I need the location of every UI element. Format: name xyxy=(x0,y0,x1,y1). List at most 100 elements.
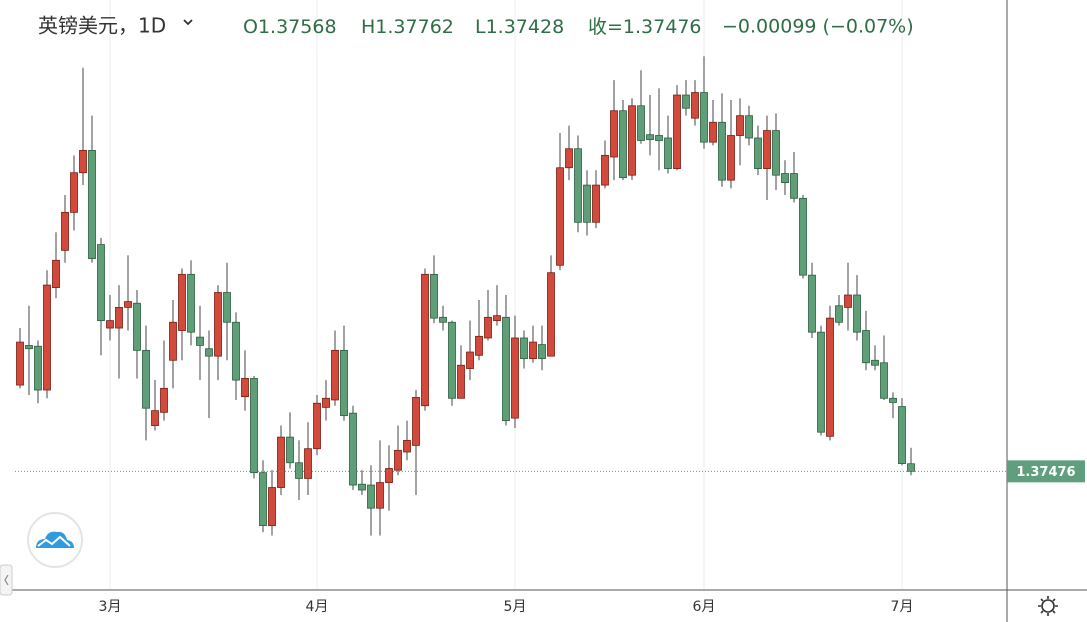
candle-body xyxy=(304,448,312,479)
candle-body xyxy=(277,436,285,488)
candle-body xyxy=(160,387,168,413)
candle-body xyxy=(763,130,771,169)
candle-body xyxy=(376,482,384,509)
header-open: O1.37568 xyxy=(243,16,337,38)
candle-body xyxy=(331,349,339,401)
settings-gear[interactable] xyxy=(1038,596,1058,616)
header-label: H xyxy=(361,16,375,38)
candle-body xyxy=(565,148,573,169)
candle-body xyxy=(718,121,726,181)
header-close: 收=1.37476 xyxy=(588,16,702,38)
candle-body xyxy=(16,341,24,386)
candle-body xyxy=(655,135,663,141)
last-price-label-bg xyxy=(1007,460,1085,483)
candle-body xyxy=(835,305,843,323)
candle-body xyxy=(727,135,735,181)
header-change: −0.00099 (−0.07%) xyxy=(722,16,914,38)
candle-body xyxy=(736,115,744,136)
gear-ring[interactable] xyxy=(1041,599,1055,613)
candle-body xyxy=(781,173,789,184)
candle-body xyxy=(538,344,546,360)
x-tick-label: 3月 xyxy=(99,599,122,615)
interval-dropdown[interactable] xyxy=(183,19,193,26)
candle-body xyxy=(484,316,492,339)
x-tick-label: 5月 xyxy=(504,599,527,615)
candle-body xyxy=(808,274,816,333)
candle-body xyxy=(700,92,708,143)
candle-body xyxy=(826,317,834,437)
candle-body xyxy=(43,284,51,391)
candle-body xyxy=(673,94,681,169)
candle-body xyxy=(556,167,564,266)
candle-body xyxy=(97,244,105,322)
header-high: H1.37762 xyxy=(361,16,454,38)
candle-body xyxy=(889,397,897,403)
x-tick-label: 7月 xyxy=(891,599,914,615)
candle-body xyxy=(628,105,636,176)
candle-body xyxy=(403,440,411,453)
candle-body xyxy=(862,330,870,364)
candle-body xyxy=(142,349,150,409)
candle-body xyxy=(88,149,96,260)
candle-body xyxy=(151,410,159,426)
candle-body xyxy=(394,449,402,471)
candle-body xyxy=(169,321,177,361)
header-value: 1.37476 xyxy=(623,16,702,38)
header-value: 1.37428 xyxy=(486,16,565,38)
candle-body xyxy=(385,468,393,483)
candle-body xyxy=(52,259,60,288)
tab-arrow[interactable] xyxy=(4,574,9,586)
candle-body xyxy=(610,110,618,158)
candle-body xyxy=(439,316,447,323)
candle-body xyxy=(367,484,375,509)
candle-body xyxy=(466,351,474,369)
candle-body xyxy=(664,137,672,169)
candle-body xyxy=(79,149,87,174)
candle-body xyxy=(196,336,204,346)
logo[interactable] xyxy=(27,512,83,568)
candle-body xyxy=(844,294,852,308)
candle-body xyxy=(421,273,429,407)
last-price-label: 1.37476 xyxy=(1016,465,1075,480)
header-value: 1.37568 xyxy=(258,16,337,38)
candles xyxy=(16,56,915,536)
candle-body xyxy=(511,337,519,419)
collapse-tab[interactable] xyxy=(0,564,13,596)
candle-body xyxy=(61,211,69,251)
candle-body xyxy=(223,292,231,323)
candle-body xyxy=(493,315,501,322)
candle-body xyxy=(115,306,123,329)
candle-body xyxy=(745,115,753,139)
candle-body xyxy=(817,331,825,433)
candle-body xyxy=(70,172,78,213)
candle-body xyxy=(529,341,537,360)
candle-body xyxy=(772,130,780,176)
gear-teeth[interactable] xyxy=(1038,596,1058,616)
header-label: 收= xyxy=(588,16,623,38)
candle-body xyxy=(313,402,321,450)
header-label: L xyxy=(475,16,486,38)
header-value: 1.37762 xyxy=(375,16,454,38)
candle-body xyxy=(322,397,330,408)
candle-body xyxy=(898,406,906,464)
candle-body xyxy=(853,294,861,333)
logo-cloud[interactable] xyxy=(36,531,74,548)
candle-body xyxy=(133,302,141,351)
candle-body xyxy=(268,487,276,526)
candle-body xyxy=(232,321,240,381)
candle-body xyxy=(799,197,807,276)
candle-body xyxy=(340,349,348,417)
candle-body xyxy=(619,110,627,179)
candle-body xyxy=(205,348,213,357)
tab-bg[interactable] xyxy=(0,564,13,596)
header-low: L1.37428 xyxy=(475,16,564,38)
candle-body xyxy=(520,337,528,360)
logo-line[interactable] xyxy=(37,535,71,547)
candle-body xyxy=(547,272,555,357)
candle-body xyxy=(178,273,186,331)
candle-body xyxy=(691,92,699,119)
candle-body xyxy=(241,378,249,398)
candle-body xyxy=(358,483,366,491)
candle-body xyxy=(214,292,222,357)
